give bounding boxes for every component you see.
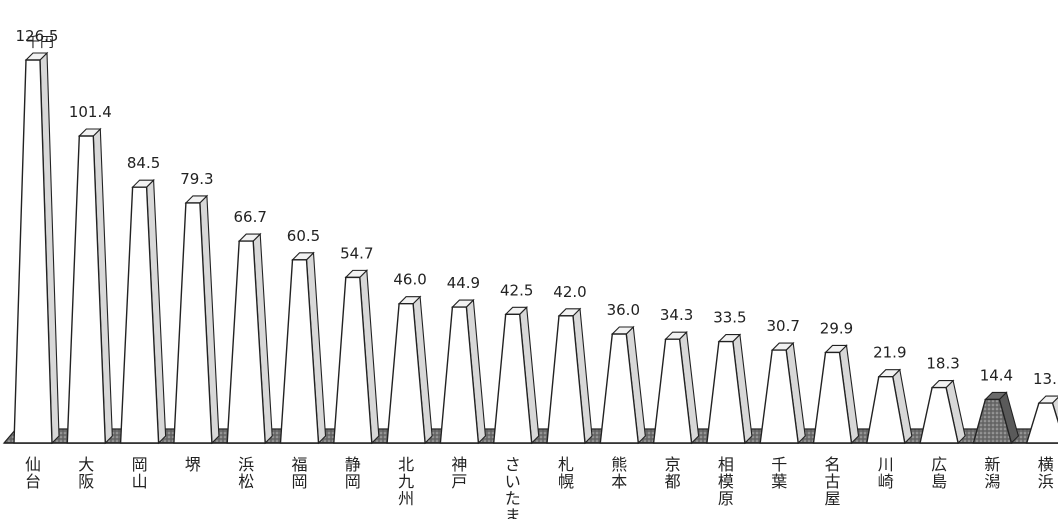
value-label: 46.0 xyxy=(393,271,426,289)
value-label: 13.2 xyxy=(1033,370,1058,388)
value-label: 54.7 xyxy=(340,244,373,262)
value-label: 101.4 xyxy=(69,103,112,121)
value-label: 126.5 xyxy=(16,27,59,45)
value-label: 60.5 xyxy=(287,227,320,245)
value-label: 84.5 xyxy=(127,154,160,172)
category-label: 横浜 xyxy=(1038,455,1054,491)
bar xyxy=(706,333,753,445)
category-label: 大阪 xyxy=(78,455,94,491)
category-label: 京都 xyxy=(665,455,681,491)
category-label: 札幌 xyxy=(558,455,574,491)
value-label: 44.9 xyxy=(447,274,480,292)
category-label: 広島 xyxy=(931,455,947,491)
category-label: 静岡 xyxy=(345,455,361,491)
value-label: 14.4 xyxy=(980,366,1013,384)
value-label: 79.3 xyxy=(180,170,213,188)
bar xyxy=(226,232,273,445)
bar xyxy=(173,194,220,445)
bar xyxy=(66,127,113,445)
category-label: 千葉 xyxy=(771,455,787,491)
bar xyxy=(386,295,433,445)
bar xyxy=(812,344,860,445)
bar xyxy=(865,368,913,445)
category-label: 新潟 xyxy=(984,455,1000,491)
value-label: 18.3 xyxy=(926,355,959,373)
bar xyxy=(279,251,327,445)
value-label: 30.7 xyxy=(766,317,799,335)
bar xyxy=(119,178,167,445)
value-label: 29.9 xyxy=(820,319,853,337)
bar xyxy=(439,298,486,445)
category-label: 浜松 xyxy=(238,455,254,491)
value-label: 42.5 xyxy=(500,281,533,299)
category-label: 岡山 xyxy=(132,455,148,491)
bar xyxy=(546,307,593,445)
value-label: 42.0 xyxy=(553,283,586,301)
bar xyxy=(1025,395,1058,444)
value-label: 66.7 xyxy=(233,208,266,226)
bar xyxy=(972,391,1020,445)
category-label: 堺 xyxy=(185,455,201,474)
bar xyxy=(919,379,966,445)
category-label: 相模原 xyxy=(718,455,734,508)
bar xyxy=(13,51,60,445)
value-label: 33.5 xyxy=(713,309,746,327)
unit-label: 千円 xyxy=(26,35,54,51)
bar xyxy=(652,330,700,445)
category-label: 福岡 xyxy=(291,455,307,491)
category-label: 川崎 xyxy=(878,455,894,491)
bar xyxy=(492,306,540,445)
bar xyxy=(333,269,380,445)
category-label: 熊本 xyxy=(611,455,627,491)
category-label: 名古屋 xyxy=(824,455,840,508)
bar xyxy=(599,325,646,445)
bar xyxy=(759,341,806,445)
value-label: 36.0 xyxy=(607,301,640,319)
category-label: 仙台 xyxy=(25,455,41,491)
category-label: 神戸 xyxy=(451,455,467,491)
value-label: 21.9 xyxy=(873,344,906,362)
category-label: 北九州 xyxy=(398,455,414,508)
value-label: 34.3 xyxy=(660,306,693,324)
category-label: さいたま xyxy=(505,455,521,519)
